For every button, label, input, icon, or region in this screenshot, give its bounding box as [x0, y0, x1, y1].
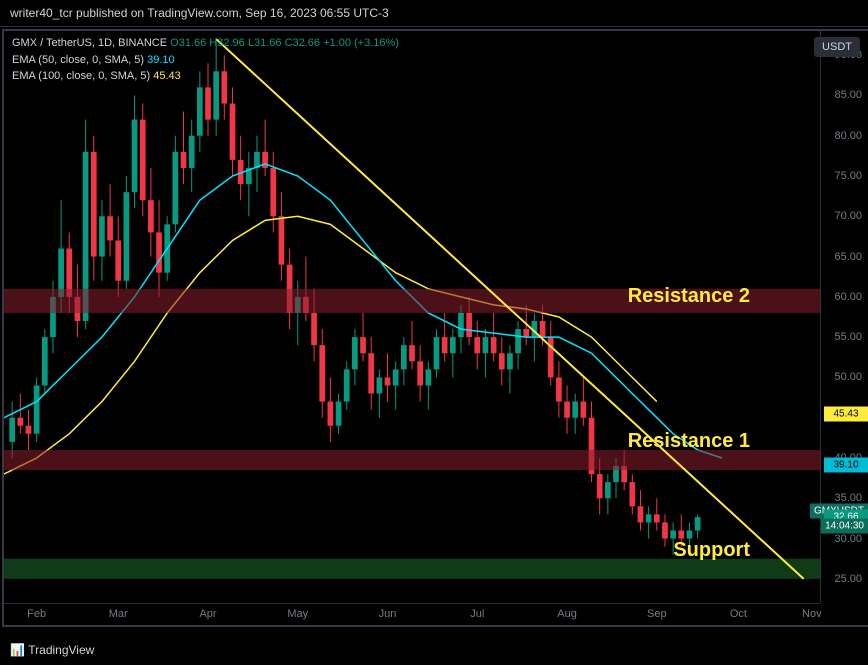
ema100-label: EMA (100, close, 0, SMA, 5) — [12, 70, 150, 82]
ema50-row[interactable]: EMA (50, close, 0, SMA, 5) 39.10 — [12, 52, 399, 69]
symbol-row[interactable]: GMX / TetherUS, 1D, BINANCE O31.66 H32.9… — [12, 35, 399, 52]
resistance-2-label: Resistance 2 — [628, 285, 750, 308]
plot-area[interactable]: Resistance 2 Resistance 1 Support — [4, 31, 820, 603]
y-tick: 75.00 — [834, 170, 862, 182]
ema100-price-tag: 45.43 — [824, 407, 868, 422]
y-tick: 25.00 — [834, 573, 862, 585]
symbol-label: GMX / TetherUS, 1D, BINANCE — [12, 37, 167, 49]
ema-50-line — [4, 164, 722, 458]
x-tick: Oct — [730, 608, 747, 620]
ema100-value: 45.43 — [153, 70, 181, 82]
ema50-price-tag: 39.10 — [824, 458, 868, 473]
ema-100-line — [4, 216, 657, 474]
chart-legend: GMX / TetherUS, 1D, BINANCE O31.66 H32.9… — [12, 35, 399, 85]
x-tick: Apr — [199, 608, 216, 620]
price-axis[interactable]: 25.0030.0035.0040.0045.0050.0055.0060.00… — [820, 31, 868, 603]
time-axis[interactable]: Feb Mar Apr May Jun Jul Aug Sep Oct Nov — [4, 603, 820, 625]
support-label: Support — [673, 539, 750, 562]
publish-text: writer40_tcr published on TradingView.co… — [10, 6, 389, 20]
publish-header: writer40_tcr published on TradingView.co… — [0, 0, 868, 27]
y-tick: 85.00 — [834, 89, 862, 101]
footer-brand: 📊 TradingView — [0, 635, 868, 665]
countdown-tag: 14:04:30 — [821, 519, 868, 534]
x-tick: Mar — [109, 608, 128, 620]
x-tick: Feb — [27, 608, 46, 620]
y-tick: 30.00 — [834, 533, 862, 545]
y-tick: 35.00 — [834, 492, 862, 504]
x-tick: Aug — [557, 608, 577, 620]
y-tick: 70.00 — [834, 210, 862, 222]
resistance-1-label: Resistance 1 — [628, 430, 750, 453]
x-tick: Sep — [647, 608, 667, 620]
ema50-value: 39.10 — [147, 54, 175, 66]
ema50-label: EMA (50, close, 0, SMA, 5) — [12, 54, 144, 66]
y-tick: 65.00 — [834, 251, 862, 263]
x-tick: Jun — [379, 608, 397, 620]
y-tick: 50.00 — [834, 371, 862, 383]
y-tick: 60.00 — [834, 291, 862, 303]
y-tick: 80.00 — [834, 130, 862, 142]
y-tick: 55.00 — [834, 331, 862, 343]
chart-container[interactable]: GMX / TetherUS, 1D, BINANCE O31.66 H32.9… — [2, 29, 868, 627]
x-tick: Nov — [802, 608, 822, 620]
ema-layer — [4, 31, 820, 603]
x-tick: Jul — [470, 608, 484, 620]
ema100-row[interactable]: EMA (100, close, 0, SMA, 5) 45.43 — [12, 68, 399, 85]
x-tick: May — [287, 608, 308, 620]
quote-currency-pill[interactable]: USDT — [814, 37, 860, 57]
tradingview-logo-icon: 📊 — [10, 643, 28, 657]
